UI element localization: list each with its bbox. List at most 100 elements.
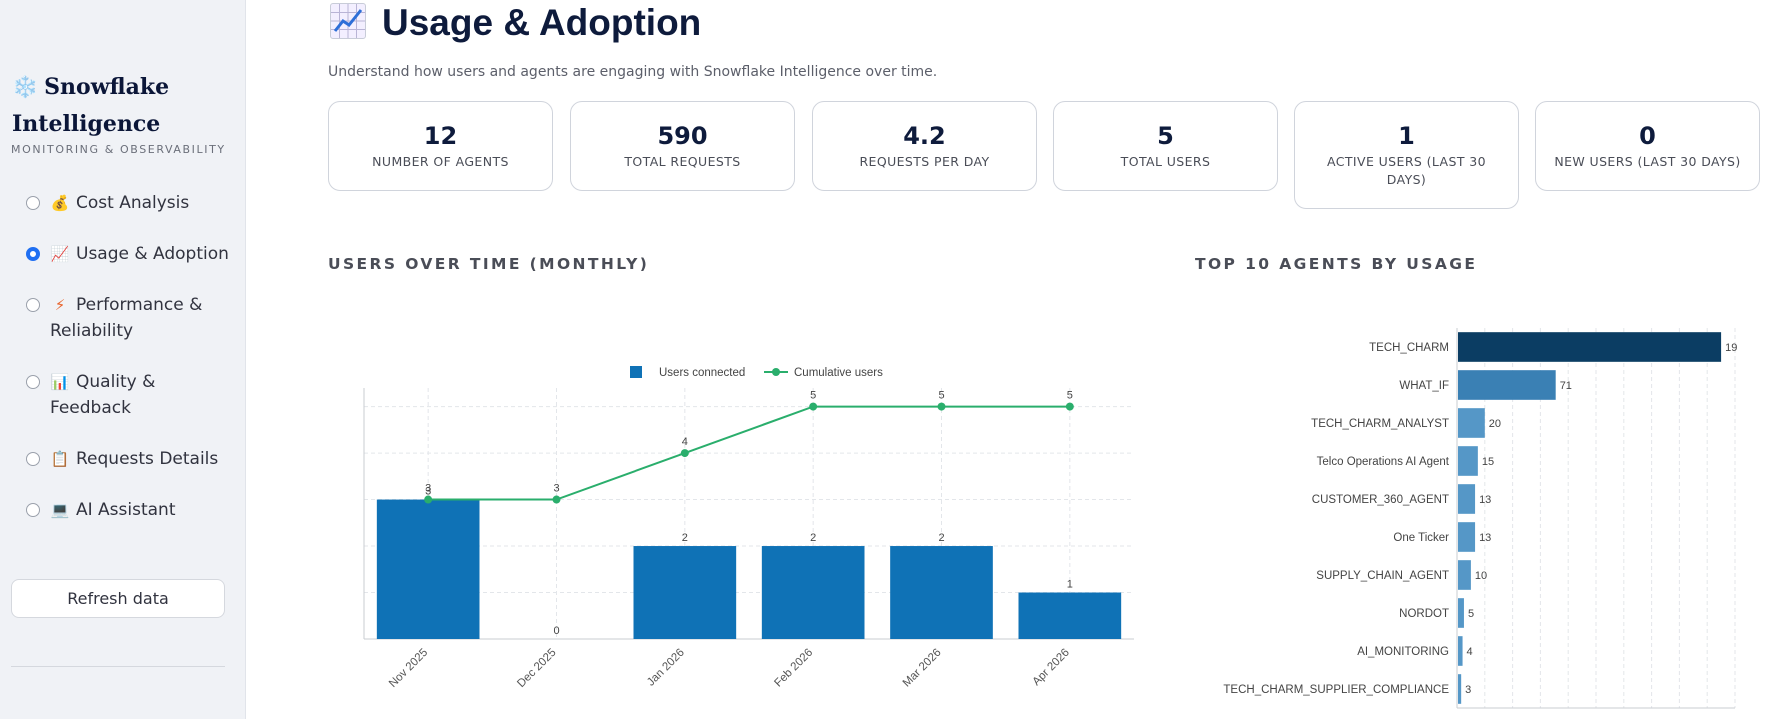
agent-tick-label: Telco Operations AI Agent — [1317, 456, 1450, 468]
agent-tick-label: TECH_CHARM_SUPPLIER_COMPLIANCE — [1223, 684, 1449, 696]
agent-value-label: 19 — [1725, 342, 1737, 354]
x-tick-label: Mar 2026 — [901, 647, 944, 690]
agent-bar — [1458, 370, 1556, 400]
line-data-label: 3 — [425, 483, 431, 495]
agent-value-label: 13 — [1479, 532, 1491, 544]
bar-data-label: 3 — [425, 486, 431, 498]
kpi-value: 590 — [657, 122, 708, 150]
agent-value-label: 15 — [1482, 456, 1494, 468]
bar-chart-icon: 📊 — [50, 373, 70, 391]
agent-bar — [1458, 598, 1464, 628]
bar-data-label: 2 — [810, 532, 816, 544]
legend-label: Cumulative users — [794, 367, 883, 379]
page-title-text: Usage & Adoption — [382, 2, 702, 43]
nav-item-requests-details[interactable]: 📋 Requests Details — [26, 446, 236, 472]
page-title: Usage & Adoption — [330, 2, 701, 44]
snowflake-icon: ❄️ — [12, 74, 39, 99]
line-cumulative-users — [428, 405, 1070, 501]
laptop-icon: 💻 — [50, 501, 70, 519]
nav-label: AI Assistant — [76, 500, 176, 520]
nav-label: Cost Analysis — [76, 193, 190, 213]
line-data-label: 4 — [682, 436, 688, 448]
agent-bar — [1458, 446, 1478, 476]
agent-bar — [1458, 484, 1476, 514]
nav-item-usage-adoption[interactable]: 📈 Usage & Adoption — [26, 241, 236, 267]
agent-tick-label: AI_MONITORING — [1357, 646, 1449, 658]
kpi-card-total-requests: 590 TOTAL REQUESTS — [570, 101, 795, 191]
x-tick-label: Apr 2026 — [1030, 647, 1071, 688]
kpi-card-total-users: 5 TOTAL USERS — [1053, 101, 1278, 191]
line-data-label: 5 — [810, 390, 816, 402]
bar-users-connected — [633, 546, 737, 639]
x-tick-label: Feb 2026 — [772, 647, 815, 690]
money-bag-icon: 💰 — [50, 194, 70, 212]
refresh-data-button[interactable]: Refresh data — [11, 579, 225, 618]
bar-data-label: 1 — [1067, 579, 1073, 591]
line-data-label: 3 — [553, 483, 559, 495]
kpi-label: REQUESTS PER DAY — [859, 154, 990, 169]
agent-bar — [1458, 522, 1476, 552]
section-title-users-over-time: USERS OVER TIME (MONTHLY) — [328, 255, 650, 273]
kpi-value: 0 — [1639, 122, 1656, 150]
clipboard-icon: 📋 — [50, 450, 70, 468]
kpi-label: TOTAL USERS — [1120, 154, 1211, 169]
brand-title: ❄️ Snowflake Intelligence — [12, 68, 237, 143]
agent-value-label: 20 — [1489, 418, 1501, 430]
nav-label: Requests Details — [76, 449, 219, 469]
lightning-icon: ⚡ — [54, 296, 66, 314]
bar-users-connected — [761, 546, 865, 639]
bar-data-label: 2 — [938, 532, 944, 544]
agent-value-label: 13 — [1479, 494, 1491, 506]
legend-swatch-users-connected — [630, 366, 642, 378]
kpi-value: 4.2 — [903, 122, 946, 150]
agent-value-label: 5 — [1468, 608, 1474, 620]
section-title-top-agents: TOP 10 AGENTS BY USAGE — [1195, 255, 1478, 273]
agent-bar — [1458, 636, 1463, 666]
kpi-label: NUMBER OF AGENTS — [372, 154, 509, 169]
x-tick-label: Dec 2025 — [515, 647, 558, 690]
chart-up-icon — [330, 3, 366, 39]
nav-label: Performance & Reliability — [50, 295, 203, 341]
nav-radio-group: 💰 Cost Analysis 📈 Usage & Adoption ⚡ Perfor… — [26, 190, 236, 548]
radio-icon[interactable] — [26, 196, 40, 210]
sidebar-divider — [11, 666, 225, 667]
brand-name: Snowflake Intelligence — [12, 74, 170, 137]
nav-item-quality[interactable]: 📊 Quality & Feedback — [26, 369, 236, 421]
point-cumulative-users — [680, 449, 689, 458]
line-data-label: 5 — [1067, 390, 1073, 402]
agent-value-label: 10 — [1475, 570, 1487, 582]
nav-item-ai-assistant[interactable]: 💻 AI Assistant — [26, 497, 236, 523]
nav-item-cost-analysis[interactable]: 💰 Cost Analysis — [26, 190, 236, 216]
agent-value-label: 71 — [1560, 380, 1572, 392]
agent-bar — [1458, 408, 1485, 438]
kpi-label: NEW USERS (LAST 30 DAYS) — [1554, 154, 1741, 169]
point-cumulative-users — [552, 495, 561, 504]
kpi-label: ACTIVE USERS (LAST 30 DAYS) — [1327, 154, 1486, 187]
line-data-label: 5 — [938, 390, 944, 402]
point-cumulative-users — [937, 402, 946, 411]
radio-selected-icon[interactable] — [26, 247, 40, 261]
radio-icon[interactable] — [26, 503, 40, 517]
agent-tick-label: CUSTOMER_360_AGENT — [1312, 494, 1449, 506]
x-tick-label: Jan 2026 — [645, 647, 687, 689]
radio-icon[interactable] — [26, 452, 40, 466]
page-subtitle: Understand how users and agents are enga… — [328, 64, 938, 80]
bar-users-connected — [890, 546, 993, 639]
kpi-card-requests-per-day: 4.2 REQUESTS PER DAY — [812, 101, 1037, 191]
kpi-label: TOTAL REQUESTS — [624, 154, 741, 169]
chart-up-icon: 📈 — [50, 245, 70, 263]
sidebar: ❄️ Snowflake Intelligence MONITORING & OB… — [0, 0, 246, 719]
agent-bar — [1458, 560, 1471, 590]
nav-label: Quality & Feedback — [50, 372, 156, 418]
radio-icon[interactable] — [26, 375, 40, 389]
nav-item-performance[interactable]: ⚡ Performance & Reliability — [26, 292, 236, 344]
radio-icon[interactable] — [26, 298, 40, 312]
bar-data-label: 2 — [682, 532, 688, 544]
nav-label: Usage & Adoption — [76, 244, 229, 264]
agent-tick-label: NORDOT — [1399, 608, 1449, 620]
brand-subtitle: MONITORING & OBSERVABILITY — [11, 143, 226, 156]
legend: Users connected Cumulative users — [630, 366, 883, 379]
agent-value-label: 3 — [1465, 684, 1471, 696]
kpi-value: 1 — [1398, 122, 1415, 150]
bar-users-connected — [376, 499, 480, 639]
